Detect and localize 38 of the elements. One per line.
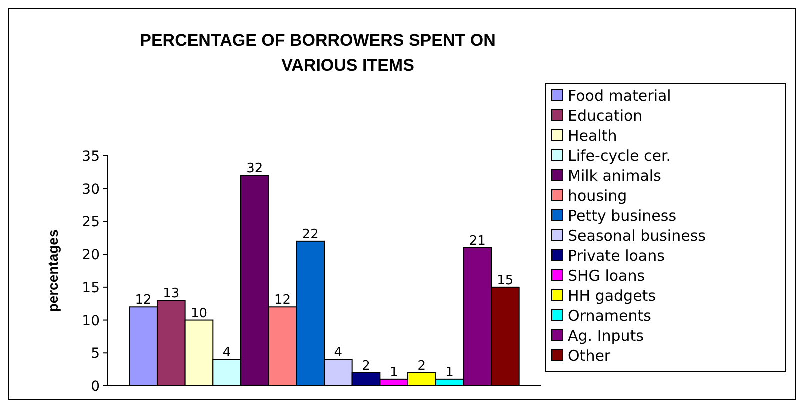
chart-title: PERCENTAGE OF BORROWERS SPENT ON VARIOUS ITEMS bbox=[140, 31, 496, 75]
y-tick-label: 10 bbox=[82, 313, 100, 330]
data-label: 32 bbox=[246, 162, 264, 177]
y-tick-label: 15 bbox=[82, 280, 100, 296]
legend-label: Ornaments bbox=[568, 307, 652, 325]
data-label: 1 bbox=[390, 365, 398, 380]
data-label: 12 bbox=[274, 293, 292, 308]
legend-label: Seasonal business bbox=[568, 227, 706, 245]
y-axis-title: percentages bbox=[45, 230, 61, 312]
data-label: 21 bbox=[469, 234, 486, 249]
legend-label: Ag. Inputs bbox=[568, 327, 644, 345]
legend-label: Food material bbox=[568, 87, 672, 105]
y-tick-label: 30 bbox=[82, 182, 100, 198]
data-label: 12 bbox=[135, 293, 152, 308]
legend-label: Private loans bbox=[568, 247, 666, 265]
legend-label: Petty business bbox=[568, 207, 677, 225]
legend-label: Education bbox=[568, 107, 643, 125]
data-label: 13 bbox=[163, 286, 180, 302]
legend-label: Milk animals bbox=[568, 167, 662, 185]
legend-label: housing bbox=[568, 187, 628, 205]
y-tick-label: 5 bbox=[91, 346, 100, 362]
data-label: 1 bbox=[446, 365, 454, 380]
data-label: 4 bbox=[222, 346, 232, 361]
data-label: 10 bbox=[190, 306, 208, 322]
legend-label: Other bbox=[568, 347, 612, 365]
data-label: 22 bbox=[302, 227, 319, 242]
data-label: 4 bbox=[334, 346, 343, 361]
y-tick-label: 0 bbox=[91, 379, 100, 395]
legend-label: Health bbox=[568, 127, 618, 145]
legend-label: SHG loans bbox=[568, 267, 646, 285]
y-tick-label: 20 bbox=[82, 248, 100, 264]
y-tick-label: 35 bbox=[82, 149, 100, 165]
data-label: 2 bbox=[418, 358, 426, 374]
legend-label: HH gadgets bbox=[568, 287, 656, 305]
data-label: 2 bbox=[362, 358, 370, 374]
data-label: 15 bbox=[497, 273, 514, 288]
y-tick-label: 25 bbox=[82, 214, 100, 231]
legend-label: Life-cycle cer. bbox=[568, 147, 672, 165]
